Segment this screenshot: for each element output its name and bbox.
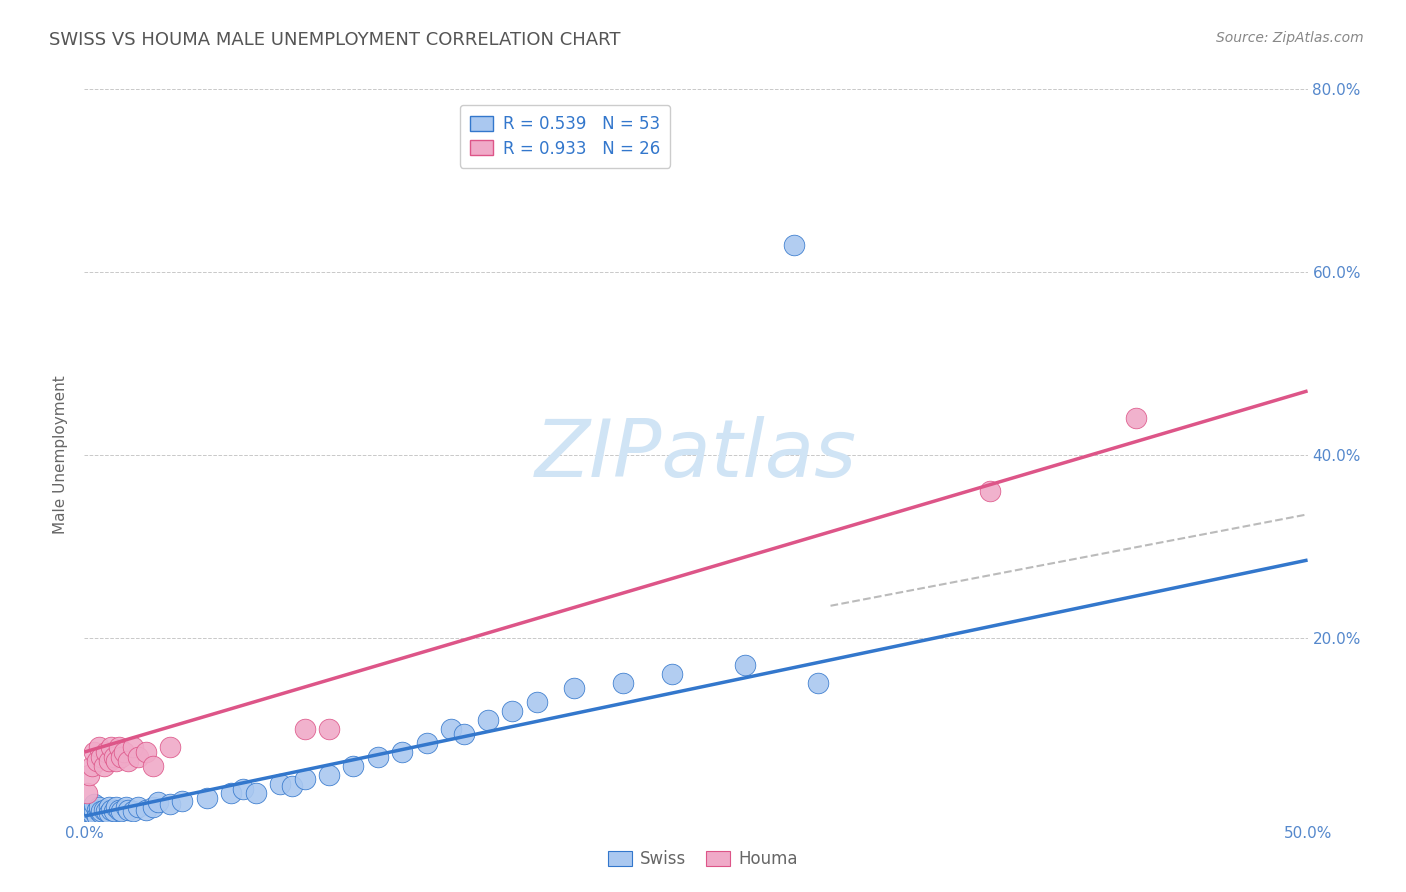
Point (83, 745, 105, 759)
Point (172, 793, 194, 807)
Point (146, 796, 169, 810)
Point (195, 790, 218, 805)
Point (97, 806, 120, 821)
Point (367, 749, 389, 764)
Y-axis label: Male Unemployment: Male Unemployment (53, 376, 69, 534)
Point (783, 237, 806, 252)
Point (219, 786, 242, 800)
Point (127, 749, 149, 764)
Text: SWISS VS HOUMA MALE UNEMPLOYMENT CORRELATION CHART: SWISS VS HOUMA MALE UNEMPLOYMENT CORRELA… (49, 31, 620, 49)
Point (80, 806, 103, 821)
Point (127, 800, 149, 814)
Point (100, 803, 122, 817)
Point (105, 754, 128, 768)
Point (77, 768, 100, 782)
Point (100, 740, 122, 755)
Point (90, 749, 112, 764)
Point (734, 658, 756, 673)
Point (453, 727, 475, 741)
Point (477, 713, 499, 727)
Point (391, 745, 413, 759)
Point (96, 805, 118, 819)
Point (342, 758, 364, 772)
Point (135, 745, 157, 759)
Point (97, 800, 120, 814)
Point (107, 803, 129, 817)
Point (115, 800, 138, 814)
Point (86, 754, 108, 768)
Point (294, 772, 316, 787)
Point (318, 723, 340, 737)
Point (122, 740, 145, 755)
Point (112, 745, 135, 759)
Point (269, 777, 291, 791)
Point (76, 786, 98, 800)
Legend: Swiss, Houma: Swiss, Houma (602, 844, 804, 875)
Point (96, 745, 118, 759)
Point (318, 768, 340, 782)
Point (87, 740, 110, 755)
Point (77, 803, 100, 817)
Point (294, 723, 316, 737)
Point (281, 779, 304, 793)
Point (103, 805, 125, 819)
Point (86, 803, 108, 817)
Point (135, 803, 157, 817)
Point (87, 800, 110, 814)
Point (612, 676, 634, 690)
Point (97, 754, 120, 768)
Point (440, 723, 463, 737)
Point (80, 800, 103, 814)
Point (122, 805, 145, 819)
Point (159, 797, 181, 812)
Point (142, 800, 165, 814)
Point (232, 781, 254, 796)
Point (76, 805, 98, 819)
Point (807, 676, 830, 690)
Point (159, 740, 181, 755)
Point (93, 803, 115, 817)
Text: ZIPatlas: ZIPatlas (534, 416, 858, 494)
Point (103, 749, 125, 764)
Point (87, 805, 110, 819)
Point (83, 797, 105, 812)
Legend: R = 0.539   N = 53, R = 0.933   N = 26: R = 0.539 N = 53, R = 0.933 N = 26 (460, 105, 671, 168)
Point (93, 758, 115, 772)
Point (107, 740, 129, 755)
Point (117, 803, 139, 817)
Point (661, 667, 683, 681)
Point (562, 681, 585, 695)
Point (90, 806, 112, 821)
Point (117, 754, 139, 768)
Point (1125, 411, 1147, 425)
Point (86, 809, 108, 823)
Point (526, 695, 548, 709)
Point (110, 805, 132, 819)
Point (110, 749, 132, 764)
Point (90, 805, 112, 819)
Point (416, 736, 439, 750)
Point (979, 484, 1001, 499)
Point (80, 758, 103, 772)
Point (142, 758, 165, 772)
Point (502, 704, 524, 718)
Point (245, 786, 267, 800)
Point (105, 800, 128, 814)
Point (83, 805, 105, 819)
Text: Source: ZipAtlas.com: Source: ZipAtlas.com (1216, 31, 1364, 45)
